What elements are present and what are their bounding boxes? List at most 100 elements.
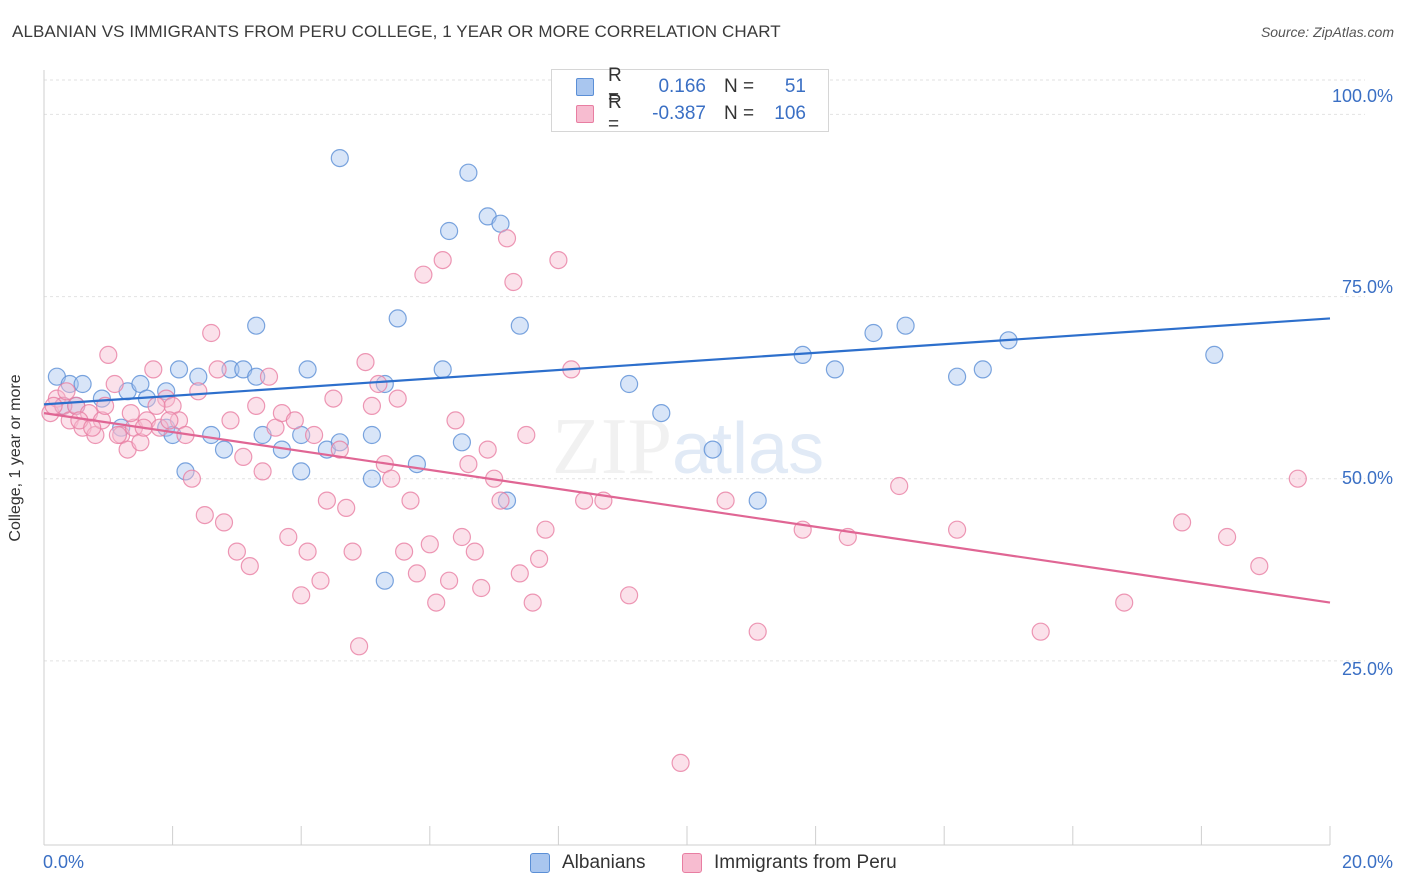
peru-point-45: [330, 440, 349, 459]
peru-point-65: [459, 455, 478, 474]
peru-point-89: [947, 520, 967, 539]
y-tick-label-25: 25.0%: [1341, 659, 1393, 679]
albanians-point-24: [330, 433, 349, 452]
peru-point-49: [356, 353, 375, 372]
peru-point-47: [343, 542, 362, 561]
peru-point-39: [292, 586, 311, 605]
peru-point-93: [1217, 527, 1237, 547]
peru-point-48: [350, 637, 369, 656]
peru-point-70: [491, 491, 510, 510]
peru-point-71: [497, 229, 517, 248]
y-tick-label-75: 75.0%: [1341, 277, 1393, 297]
legend-item-albanians: Albanians: [530, 852, 645, 874]
peru-point-73: [510, 564, 529, 583]
albanians-point-42: [947, 367, 967, 386]
albanians-point-32: [452, 433, 471, 452]
peru-point-34: [259, 367, 279, 386]
albanians-point-41: [896, 316, 915, 335]
legend-n-value: 106: [774, 103, 806, 124]
legend-label-peru: Immigrants from Peru: [714, 852, 897, 873]
albanians-trend-line: [43, 317, 1331, 406]
albanians-point-14: [298, 360, 317, 379]
albanians-point-11: [221, 360, 240, 379]
peru-point-44: [324, 389, 343, 408]
y-tick-label-50: 50.0%: [1341, 468, 1393, 488]
legend-n-value: 51: [784, 76, 806, 97]
peru-point-55: [395, 542, 414, 561]
albanians-point-9: [169, 360, 189, 379]
peru-point-27: [214, 513, 234, 532]
peru-point-77: [536, 520, 555, 539]
peru-point-51: [369, 374, 388, 394]
peru-point-75: [523, 593, 542, 612]
peru-point-91: [1115, 593, 1134, 612]
peru-point-33: [253, 462, 272, 481]
albanians-point-54: [510, 316, 529, 335]
peru-point-72: [504, 272, 523, 292]
albanians-point-28: [292, 462, 311, 481]
albanians-point-33: [497, 491, 517, 510]
peru-point-94: [1250, 556, 1269, 576]
legend-row-albanians: R = 0.166 N = 51: [576, 65, 806, 108]
peru-point-30: [234, 447, 253, 466]
legend-swatch-albanians: [576, 78, 594, 96]
peru-point-43: [317, 491, 336, 510]
legend-swatch-peru: [576, 105, 594, 123]
peru-point-9: [99, 345, 118, 364]
albanians-point-29: [362, 469, 381, 488]
peru-point-62: [440, 571, 459, 590]
peru-point-32: [247, 396, 266, 415]
peru-point-42: [311, 571, 330, 590]
peru-point-83: [671, 753, 690, 773]
albanians-point-34: [619, 374, 639, 394]
legend-r-value: 0.166: [658, 76, 706, 97]
peru-point-64: [452, 527, 471, 547]
albanians-point-10: [189, 367, 208, 386]
peru-point-31: [240, 556, 259, 576]
peru-point-57: [407, 564, 426, 583]
albanians-point-27: [176, 462, 195, 481]
peru-point-102: [121, 404, 140, 423]
legend-n-label: N =: [724, 76, 755, 97]
peru-point-95: [1288, 469, 1307, 488]
peru-point-26: [208, 360, 227, 379]
albanians-point-46: [247, 316, 266, 335]
albanians-point-43: [973, 360, 992, 379]
peru-point-61: [433, 251, 452, 270]
peru-point-68: [478, 440, 497, 459]
peru-point-76: [529, 549, 549, 569]
y-axis-label: College, 1 year or more: [7, 374, 24, 542]
peru-point-66: [465, 542, 484, 561]
peru-point-58: [414, 265, 433, 284]
peru-point-16: [144, 360, 163, 379]
peru-point-97: [57, 382, 76, 401]
peru-point-88: [890, 476, 909, 496]
peru-point-101: [108, 425, 128, 445]
legend-r-label: R =: [608, 65, 622, 108]
peru-point-38: [285, 411, 304, 430]
peru-point-29: [227, 542, 246, 561]
albanians-point-19: [214, 440, 234, 459]
albanians-point-13: [247, 367, 266, 386]
peru-point-67: [472, 578, 491, 598]
peru-point-105: [160, 411, 179, 430]
legend-n-label: N =: [724, 103, 755, 124]
albanians-point-48: [375, 571, 394, 590]
chart-title: ALBANIAN VS IMMIGRANTS FROM PERU COLLEGE…: [12, 22, 781, 41]
watermark-atlas: atlas: [672, 409, 825, 489]
peru-point-28: [221, 411, 240, 430]
x-tick-label-min: 0.0%: [43, 852, 85, 872]
peru-point-104: [147, 396, 166, 415]
albanians-point-2: [73, 374, 92, 394]
x-tick-label-max: 20.0%: [1341, 852, 1393, 872]
legend-swatch-peru: [682, 853, 702, 873]
peru-point-23: [189, 382, 208, 401]
y-tick-label-100: 100.0%: [1331, 86, 1393, 106]
peru-point-22: [182, 469, 201, 488]
peru-point-90: [1031, 622, 1050, 641]
peru-point-92: [1172, 513, 1192, 532]
albanians-point-40: [864, 323, 883, 343]
peru-point-25: [202, 323, 221, 343]
peru-point-78: [549, 251, 568, 270]
